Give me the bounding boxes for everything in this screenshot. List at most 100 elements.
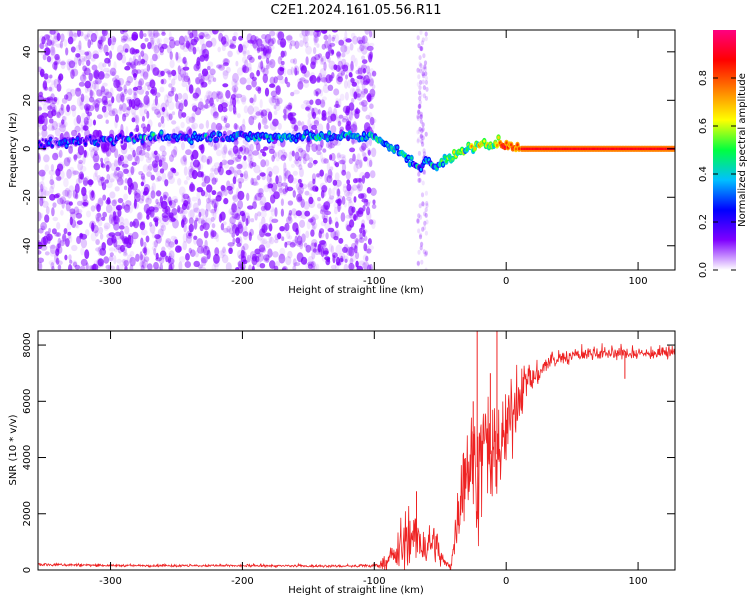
noise-speckle bbox=[370, 187, 377, 196]
noise-speckle bbox=[166, 113, 171, 122]
noise-speckle bbox=[237, 154, 242, 160]
noise-speckle bbox=[421, 135, 425, 141]
noise-speckle bbox=[207, 155, 213, 165]
noise-speckle bbox=[351, 137, 355, 145]
noise-speckle bbox=[190, 249, 196, 257]
noise-speckle bbox=[222, 227, 229, 233]
noise-speckle bbox=[135, 253, 140, 262]
noise-speckle bbox=[126, 75, 134, 84]
noise-speckle bbox=[78, 58, 82, 66]
noise-speckle bbox=[319, 209, 324, 215]
noise-speckle bbox=[316, 77, 321, 83]
noise-speckle bbox=[422, 73, 426, 79]
noise-speckle bbox=[301, 30, 309, 37]
noise-speckle bbox=[112, 170, 120, 179]
noise-speckle bbox=[103, 44, 109, 54]
noise-speckle bbox=[173, 72, 178, 81]
noise-speckle bbox=[242, 173, 249, 182]
noise-speckle bbox=[329, 42, 336, 47]
noise-speckle bbox=[356, 185, 361, 194]
noise-speckle bbox=[260, 238, 268, 245]
noise-speckle bbox=[325, 205, 329, 212]
noise-speckle bbox=[421, 67, 425, 73]
noise-speckle bbox=[149, 224, 156, 234]
noise-speckle bbox=[291, 208, 297, 216]
noise-speckle bbox=[205, 98, 210, 105]
noise-speckle bbox=[71, 129, 78, 137]
noise-speckle bbox=[82, 155, 86, 165]
noise-speckle bbox=[336, 116, 341, 123]
noise-speckle bbox=[350, 264, 356, 270]
noise-speckle bbox=[197, 101, 204, 110]
noise-speckle bbox=[333, 206, 338, 215]
noise-speckle bbox=[365, 124, 369, 134]
noise-speckle bbox=[80, 165, 87, 172]
noise-speckle bbox=[254, 192, 262, 201]
noise-speckle bbox=[252, 181, 259, 186]
noise-speckle bbox=[183, 35, 188, 42]
noise-speckle bbox=[250, 34, 257, 45]
noise-speckle bbox=[49, 244, 56, 249]
noise-speckle bbox=[255, 111, 262, 116]
noise-speckle bbox=[369, 116, 375, 126]
trace-band-core bbox=[572, 147, 575, 150]
noise-speckle bbox=[209, 97, 214, 107]
trace-blob-core bbox=[443, 155, 446, 159]
noise-speckle bbox=[336, 76, 343, 85]
noise-speckle bbox=[231, 232, 235, 238]
noise-speckle bbox=[106, 173, 111, 181]
noise-speckle bbox=[358, 260, 365, 266]
noise-speckle bbox=[120, 145, 128, 155]
noise-speckle bbox=[38, 250, 42, 255]
noise-speckle bbox=[120, 93, 125, 103]
noise-speckle bbox=[109, 50, 113, 60]
noise-speckle bbox=[269, 59, 276, 69]
noise-speckle bbox=[182, 233, 188, 243]
trace-band-core bbox=[618, 147, 621, 150]
noise-speckle bbox=[419, 133, 423, 139]
noise-speckle bbox=[200, 171, 204, 178]
trace-band-core bbox=[595, 147, 598, 150]
noise-speckle bbox=[133, 91, 137, 101]
noise-speckle bbox=[424, 212, 428, 218]
noise-speckle bbox=[120, 38, 127, 43]
noise-speckle bbox=[317, 243, 321, 253]
noise-speckle bbox=[280, 208, 284, 217]
noise-speckle bbox=[337, 188, 340, 197]
noise-speckle bbox=[420, 128, 424, 134]
noise-speckle bbox=[103, 222, 111, 230]
noise-speckle bbox=[199, 171, 205, 178]
noise-speckle bbox=[275, 98, 279, 105]
noise-speckle bbox=[110, 35, 117, 46]
noise-speckle bbox=[196, 163, 204, 170]
noise-speckle bbox=[101, 86, 106, 93]
noise-speckle bbox=[424, 250, 428, 256]
noise-speckle bbox=[242, 259, 248, 265]
noise-speckle bbox=[118, 225, 125, 230]
noise-speckle bbox=[109, 172, 116, 183]
noise-speckle bbox=[263, 113, 268, 119]
y-tick-label: 40 bbox=[22, 45, 33, 58]
noise-speckle bbox=[209, 73, 215, 79]
noise-speckle bbox=[150, 39, 155, 50]
noise-speckle bbox=[139, 260, 144, 268]
noise-speckle bbox=[171, 149, 177, 158]
noise-speckle bbox=[298, 156, 302, 162]
noise-speckle bbox=[231, 85, 239, 93]
noise-speckle bbox=[116, 264, 120, 270]
noise-speckle bbox=[206, 158, 210, 165]
noise-speckle bbox=[56, 110, 60, 117]
noise-speckle bbox=[92, 224, 99, 234]
noise-speckle bbox=[115, 93, 122, 103]
noise-speckle bbox=[112, 173, 117, 177]
noise-speckle bbox=[221, 185, 227, 193]
noise-speckle bbox=[136, 85, 143, 90]
noise-speckle bbox=[354, 108, 361, 115]
noise-speckle bbox=[277, 66, 285, 76]
noise-speckle bbox=[267, 111, 273, 121]
noise-speckle bbox=[75, 212, 83, 219]
noise-speckle bbox=[262, 239, 266, 245]
noise-speckle bbox=[111, 199, 117, 207]
noise-speckle bbox=[362, 68, 367, 74]
noise-speckle bbox=[321, 43, 326, 50]
